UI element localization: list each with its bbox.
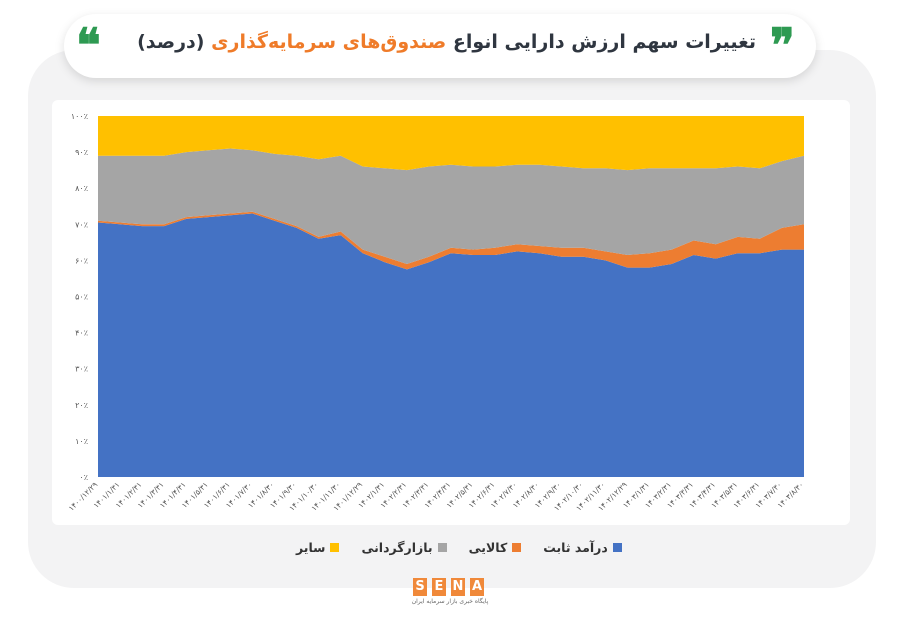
legend-label: سایر xyxy=(296,539,326,555)
logo-letter: S xyxy=(413,578,427,596)
y-tick-label: ۵۰٪ xyxy=(75,293,88,302)
logo-letter: E xyxy=(432,578,446,596)
close-quote-icon: ❞ xyxy=(770,18,795,72)
legend-swatch xyxy=(437,542,447,552)
logo-letter: A xyxy=(470,578,484,596)
legend-item: بازارگردانی xyxy=(361,539,447,555)
legend-item: سایر xyxy=(296,539,340,555)
y-tick-label: ۷۰٪ xyxy=(75,220,88,229)
title-text-start: تغییرات سهم ارزش دارایی انواع xyxy=(452,31,756,53)
sena-logo: S E N A پایگاه خبری بازار سرمایه ایران xyxy=(410,578,490,612)
y-tick-label: ۳۰٪ xyxy=(75,365,88,374)
area-series-3 xyxy=(98,148,804,264)
chart-legend: درآمد ثابت کالایی بازارگردانی سایر xyxy=(296,537,622,557)
legend-label: درآمد ثابت xyxy=(543,539,608,555)
legend-label: بازارگردانی xyxy=(361,539,433,555)
legend-swatch xyxy=(612,542,622,552)
open-quote-icon: ❝ xyxy=(76,18,101,72)
legend-swatch xyxy=(330,542,340,552)
y-tick-label: ۹۰٪ xyxy=(75,148,88,157)
y-tick-label: ۸۰٪ xyxy=(75,184,88,193)
logo-letter: N xyxy=(451,578,465,596)
y-tick-label: ۲۰٪ xyxy=(75,401,88,410)
legend-label: کالایی xyxy=(468,539,508,555)
legend-swatch xyxy=(512,542,522,552)
chart-title: تغییرات سهم ارزش دارایی انواع صندوق‌های … xyxy=(137,31,756,53)
area-series-1 xyxy=(98,213,804,477)
logo-subtitle: پایگاه خبری بازار سرمایه ایران xyxy=(411,598,489,605)
title-text-end: (درصد) xyxy=(137,31,205,53)
legend-item: درآمد ثابت xyxy=(543,540,622,555)
title-text-highlight: صندوق‌های سرمایه‌گذاری xyxy=(211,31,447,53)
y-tick-label: ۶۰٪ xyxy=(75,256,88,265)
title-banner xyxy=(64,14,816,78)
legend-item: کالایی xyxy=(469,540,522,555)
y-tick-label: ۴۰٪ xyxy=(75,329,88,338)
y-tick-label: ۰٪ xyxy=(79,473,88,482)
y-tick-label: ۱۰۰٪ xyxy=(71,112,88,121)
y-tick-label: ۱۰٪ xyxy=(75,437,88,446)
area-series-4 xyxy=(98,116,804,171)
